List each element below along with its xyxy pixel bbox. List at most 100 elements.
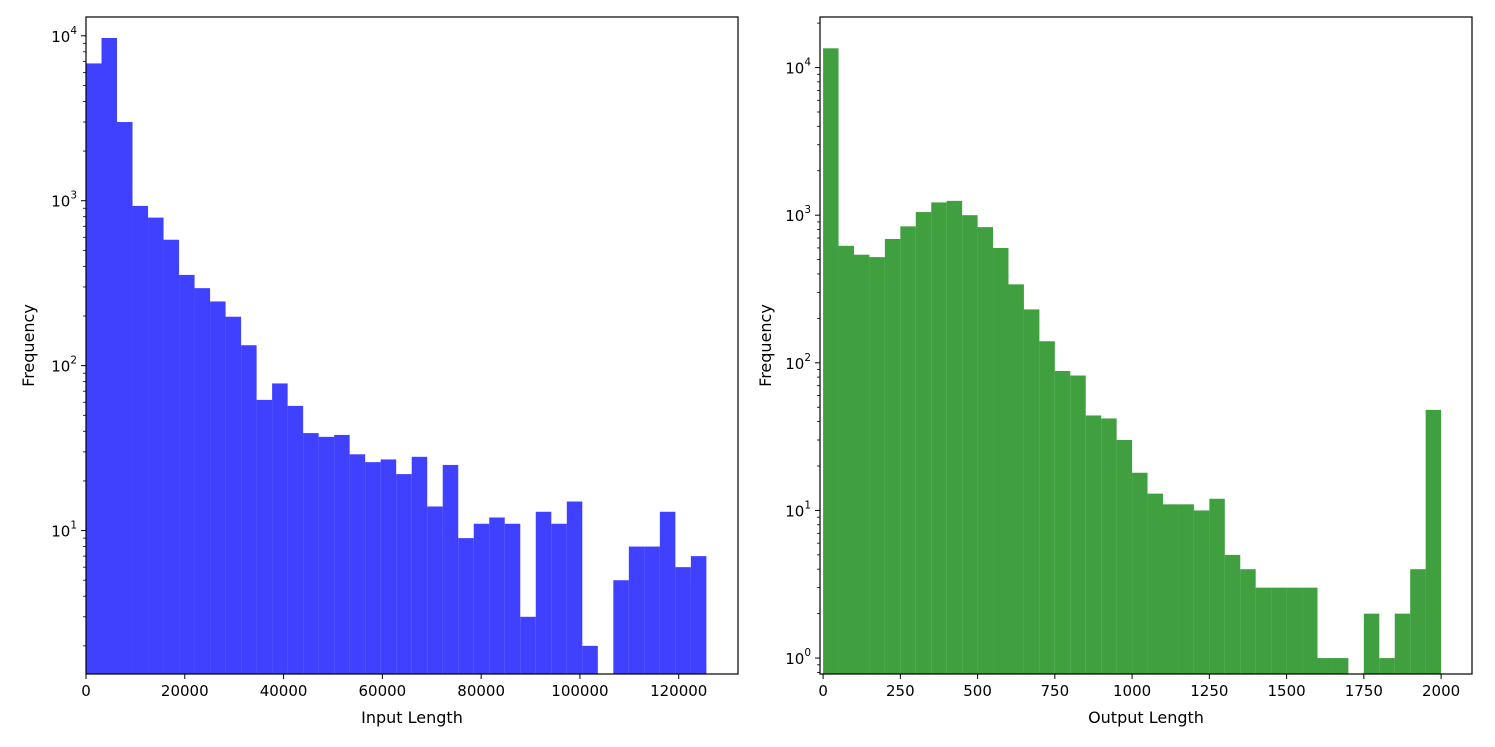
output-bar [1363,613,1380,674]
output-bar [884,238,901,674]
input-bar [644,546,660,674]
input-x-tick-label: 60000 [359,682,407,700]
output-bar [1054,371,1071,674]
input-bar [535,511,552,674]
output-bar [1008,284,1024,674]
output-y-tick-label: 102 [785,352,811,373]
output-bar [993,247,1009,674]
input-x-axis-label: Input Length [361,708,463,727]
output-y-tick-label: 101 [785,499,811,520]
input-bar [520,616,536,674]
output-y-tick-label: 100 [785,647,811,668]
output-bar [1286,587,1303,674]
output-bar [1147,493,1163,674]
output-bar [1178,504,1194,674]
input-bar [303,433,319,674]
input-bar [566,501,583,674]
input-x-tick-label: 40000 [260,682,308,700]
output-bar [1379,658,1395,674]
input-histogram-panel: 0 20000 40000 60000 80000 100000 120000 101 102 1… [19,16,739,727]
input-axes-frame [85,16,739,675]
input-x-tick-label: 100000 [551,682,608,700]
output-bar [1023,309,1040,674]
output-x-tick-label: 1750 [1345,682,1383,700]
output-bar [1163,504,1179,674]
output-bar [1132,472,1148,674]
output-x-tick-label: 500 [963,682,992,700]
output-bar [1070,375,1086,674]
input-bar [194,288,211,674]
output-bar [1224,554,1241,674]
output-bar [1193,510,1210,674]
output-bar [931,202,947,674]
output-bar [1085,415,1102,674]
input-y-tick-label: 101 [51,520,77,541]
output-bar [1425,409,1442,674]
input-y-axis-label: Frequency [19,304,38,387]
input-bar [101,37,118,675]
input-bar [318,436,335,674]
input-bar [411,456,428,674]
output-bar [1394,613,1411,674]
output-bar [900,226,916,675]
input-bar [489,517,505,674]
input-bar [659,511,676,674]
output-bar [853,254,870,674]
output-bar [915,212,932,675]
output-bar [1101,418,1117,674]
output-bar [1209,498,1225,674]
input-bar [225,316,242,674]
output-bar [977,227,994,674]
input-bar [380,459,397,674]
input-y-tick-label: 104 [51,25,77,46]
input-y-tick-label: 102 [51,355,77,376]
output-histogram-panel: 0 250 500 750 1000 1250 1500 1750 2000 100 101 102 1… [756,16,1473,727]
input-bar [551,523,567,674]
input-bar [132,205,149,675]
input-bar [458,538,474,674]
output-x-tick-label: 250 [886,682,915,700]
output-x-tick-label: 0 [818,682,828,700]
output-bar [1410,569,1426,674]
input-bar [86,63,102,675]
output-bar [869,257,885,674]
output-bar [1302,587,1318,674]
output-x-tick-label: 2000 [1422,682,1460,700]
input-x-tick-label: 120000 [650,682,707,700]
input-bar [628,546,645,674]
input-bar [349,454,366,674]
input-bar [256,399,273,674]
output-y-axis-label: Frequency [756,304,775,387]
output-bar [1317,658,1333,674]
input-bar [163,239,180,675]
output-bar [1255,587,1272,674]
input-bar [272,383,288,674]
input-bar [427,506,443,674]
output-x-tick-label: 1000 [1113,682,1151,700]
input-bar [365,462,381,674]
output-bar [823,48,839,675]
output-bar [1271,587,1287,674]
input-y-tick-label: 103 [51,190,77,211]
input-bar [179,274,195,674]
input-bars [86,37,707,675]
output-x-tick-label: 1250 [1190,682,1228,700]
input-bar [210,301,226,674]
input-bar [117,122,133,674]
input-bar [396,474,412,674]
input-x-tick-label: 20000 [161,682,209,700]
input-bar [334,434,350,674]
output-bar [1332,658,1349,674]
input-bar [241,345,257,674]
output-bar [946,200,963,674]
output-bar [962,215,978,674]
input-bar [287,405,304,674]
output-bar [1116,440,1133,674]
output-bar [1240,569,1256,674]
input-bar [442,464,459,674]
input-bar [473,523,490,674]
input-bar [582,645,598,674]
input-bar [613,580,629,674]
input-bar [504,523,521,674]
input-x-tick-label: 80000 [457,682,505,700]
